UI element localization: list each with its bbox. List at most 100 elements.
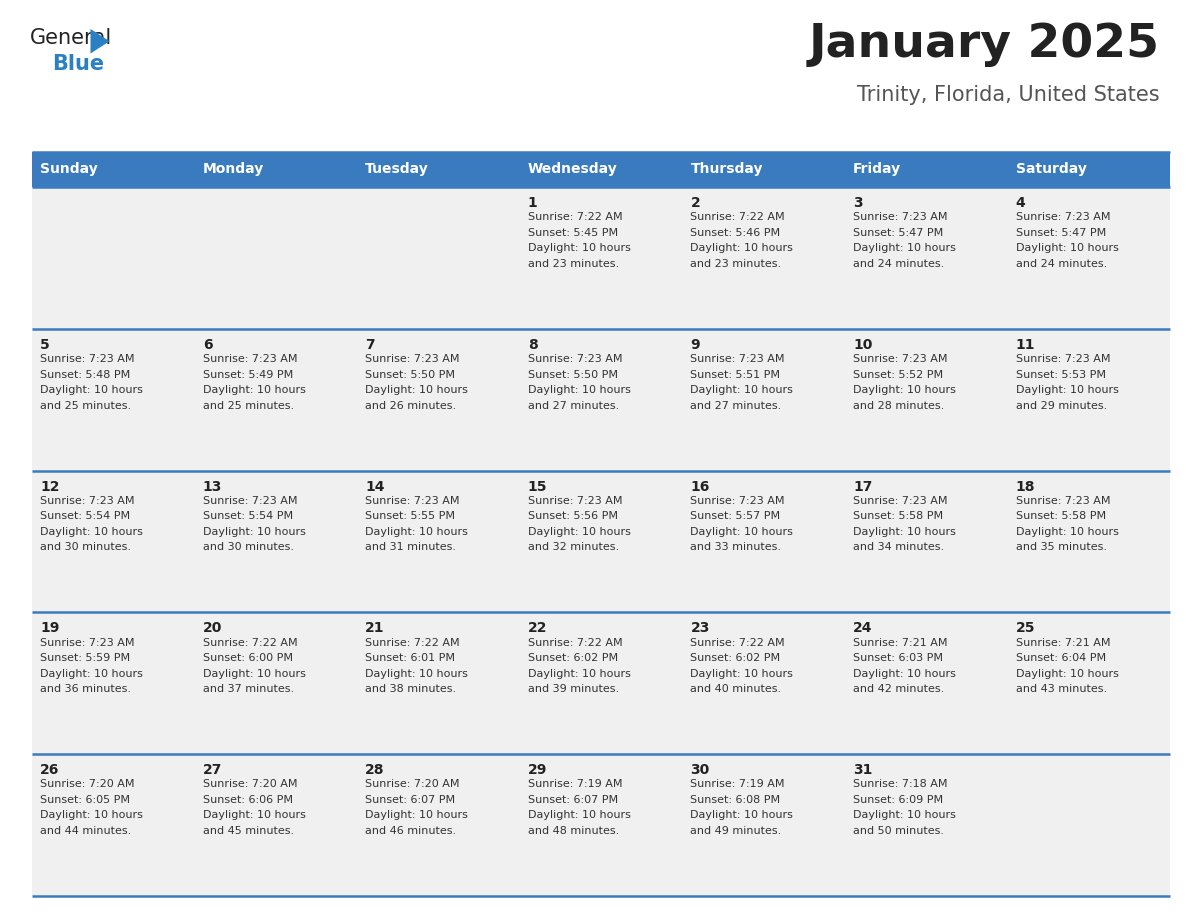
Text: Daylight: 10 hours: Daylight: 10 hours [527, 243, 631, 253]
Text: Daylight: 10 hours: Daylight: 10 hours [365, 668, 468, 678]
Text: Daylight: 10 hours: Daylight: 10 hours [853, 668, 956, 678]
Text: Sunrise: 7:20 AM: Sunrise: 7:20 AM [40, 779, 134, 789]
Polygon shape [90, 29, 109, 53]
Text: Sunrise: 7:23 AM: Sunrise: 7:23 AM [527, 354, 623, 364]
Text: Sunset: 6:06 PM: Sunset: 6:06 PM [203, 795, 292, 805]
Text: Daylight: 10 hours: Daylight: 10 hours [690, 811, 794, 821]
Text: Sunset: 5:50 PM: Sunset: 5:50 PM [365, 370, 455, 379]
Text: Sunset: 6:01 PM: Sunset: 6:01 PM [365, 654, 455, 663]
Text: Sunset: 5:47 PM: Sunset: 5:47 PM [1016, 228, 1106, 238]
Text: Sunrise: 7:23 AM: Sunrise: 7:23 AM [527, 496, 623, 506]
Text: Sunrise: 7:21 AM: Sunrise: 7:21 AM [853, 638, 948, 648]
Text: Sunset: 5:59 PM: Sunset: 5:59 PM [40, 654, 131, 663]
Text: Sunrise: 7:23 AM: Sunrise: 7:23 AM [40, 354, 134, 364]
Text: Sunset: 5:55 PM: Sunset: 5:55 PM [365, 511, 455, 521]
Bar [519, 755, 682, 896]
Text: Daylight: 10 hours: Daylight: 10 hours [853, 811, 956, 821]
Text: and 40 minutes.: and 40 minutes. [690, 684, 782, 694]
Text: Sunset: 6:00 PM: Sunset: 6:00 PM [203, 654, 292, 663]
Text: Daylight: 10 hours: Daylight: 10 hours [203, 385, 305, 395]
Text: Daylight: 10 hours: Daylight: 10 hours [40, 811, 143, 821]
Text: and 24 minutes.: and 24 minutes. [853, 259, 944, 269]
Text: Sunset: 5:48 PM: Sunset: 5:48 PM [40, 370, 131, 379]
Text: 27: 27 [203, 763, 222, 778]
Text: and 25 minutes.: and 25 minutes. [203, 400, 293, 410]
Text: and 27 minutes.: and 27 minutes. [690, 400, 782, 410]
Text: 10: 10 [853, 338, 872, 352]
Bar [358, 152, 519, 187]
Text: and 38 minutes.: and 38 minutes. [365, 684, 456, 694]
Text: Sunrise: 7:22 AM: Sunrise: 7:22 AM [527, 638, 623, 648]
Text: Daylight: 10 hours: Daylight: 10 hours [365, 527, 468, 537]
Text: and 29 minutes.: and 29 minutes. [1016, 400, 1107, 410]
Text: 29: 29 [527, 763, 548, 778]
Text: Trinity, Florida, United States: Trinity, Florida, United States [858, 85, 1159, 105]
Text: 23: 23 [690, 621, 709, 635]
Bar [32, 471, 195, 612]
Text: and 26 minutes.: and 26 minutes. [365, 400, 456, 410]
Text: Sunrise: 7:23 AM: Sunrise: 7:23 AM [1016, 496, 1110, 506]
Bar [195, 612, 358, 755]
Text: Daylight: 10 hours: Daylight: 10 hours [853, 385, 956, 395]
Text: Sunset: 6:05 PM: Sunset: 6:05 PM [40, 795, 131, 805]
Text: Sunset: 5:51 PM: Sunset: 5:51 PM [690, 370, 781, 379]
Text: Daylight: 10 hours: Daylight: 10 hours [40, 385, 143, 395]
Text: and 27 minutes.: and 27 minutes. [527, 400, 619, 410]
Text: Sunset: 5:46 PM: Sunset: 5:46 PM [690, 228, 781, 238]
Text: Sunrise: 7:21 AM: Sunrise: 7:21 AM [1016, 638, 1110, 648]
Text: 16: 16 [690, 479, 709, 494]
Text: Wednesday: Wednesday [527, 162, 618, 176]
Text: Sunrise: 7:23 AM: Sunrise: 7:23 AM [203, 354, 297, 364]
Bar [845, 755, 1007, 896]
Text: Sunrise: 7:23 AM: Sunrise: 7:23 AM [1016, 212, 1110, 222]
Text: Blue: Blue [52, 53, 105, 73]
Text: Sunrise: 7:23 AM: Sunrise: 7:23 AM [690, 354, 785, 364]
Text: and 42 minutes.: and 42 minutes. [853, 684, 944, 694]
Text: Sunset: 5:56 PM: Sunset: 5:56 PM [527, 511, 618, 521]
Text: Daylight: 10 hours: Daylight: 10 hours [203, 527, 305, 537]
Text: 20: 20 [203, 621, 222, 635]
Text: Sunrise: 7:23 AM: Sunrise: 7:23 AM [203, 496, 297, 506]
Bar [1007, 755, 1170, 896]
Text: Sunset: 5:58 PM: Sunset: 5:58 PM [1016, 511, 1106, 521]
Bar [358, 755, 519, 896]
Bar [195, 471, 358, 612]
Bar [1007, 612, 1170, 755]
Text: 12: 12 [40, 479, 59, 494]
Text: and 50 minutes.: and 50 minutes. [853, 826, 944, 836]
Text: Sunrise: 7:20 AM: Sunrise: 7:20 AM [203, 779, 297, 789]
Text: and 45 minutes.: and 45 minutes. [203, 826, 293, 836]
Text: Sunrise: 7:22 AM: Sunrise: 7:22 AM [527, 212, 623, 222]
Text: and 25 minutes.: and 25 minutes. [40, 400, 131, 410]
Bar [358, 187, 519, 329]
Text: Daylight: 10 hours: Daylight: 10 hours [527, 811, 631, 821]
Bar [32, 152, 195, 187]
Text: 14: 14 [365, 479, 385, 494]
Text: Sunrise: 7:23 AM: Sunrise: 7:23 AM [365, 496, 460, 506]
Text: Sunset: 6:02 PM: Sunset: 6:02 PM [690, 654, 781, 663]
Text: Sunset: 6:04 PM: Sunset: 6:04 PM [1016, 654, 1106, 663]
Text: Sunset: 5:58 PM: Sunset: 5:58 PM [853, 511, 943, 521]
Text: Daylight: 10 hours: Daylight: 10 hours [690, 385, 794, 395]
Bar [682, 152, 845, 187]
Text: 24: 24 [853, 621, 872, 635]
Text: Sunrise: 7:22 AM: Sunrise: 7:22 AM [203, 638, 297, 648]
Text: Sunset: 5:54 PM: Sunset: 5:54 PM [40, 511, 131, 521]
Text: 1: 1 [527, 196, 538, 210]
Text: Sunset: 6:08 PM: Sunset: 6:08 PM [690, 795, 781, 805]
Text: Sunset: 5:57 PM: Sunset: 5:57 PM [690, 511, 781, 521]
Text: Sunrise: 7:19 AM: Sunrise: 7:19 AM [690, 779, 785, 789]
Text: January 2025: January 2025 [809, 22, 1159, 67]
Text: Daylight: 10 hours: Daylight: 10 hours [853, 527, 956, 537]
Bar [845, 612, 1007, 755]
Bar [195, 152, 358, 187]
Text: 15: 15 [527, 479, 548, 494]
Bar [32, 755, 195, 896]
Text: Sunrise: 7:23 AM: Sunrise: 7:23 AM [853, 212, 948, 222]
Text: Daylight: 10 hours: Daylight: 10 hours [365, 385, 468, 395]
Text: 19: 19 [40, 621, 59, 635]
Text: Sunrise: 7:23 AM: Sunrise: 7:23 AM [365, 354, 460, 364]
Text: Daylight: 10 hours: Daylight: 10 hours [40, 527, 143, 537]
Bar [32, 187, 195, 329]
Bar [358, 471, 519, 612]
